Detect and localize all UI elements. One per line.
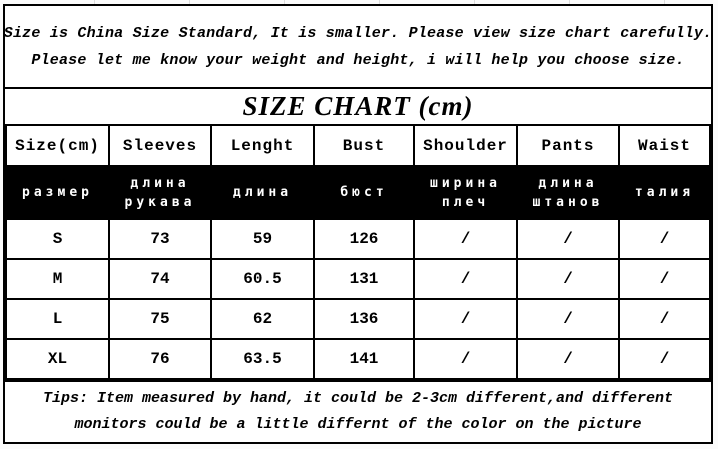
cell-pants: / — [516, 258, 620, 300]
cell-bust: 141 — [313, 338, 415, 380]
cell-sleeves: 75 — [108, 298, 212, 340]
col-header-size: Size(cm) — [5, 124, 110, 167]
cell-pants: / — [516, 218, 620, 260]
cell-length: 62 — [210, 298, 315, 340]
col-header-waist-ru: талия — [618, 165, 711, 220]
cell-shoulder: / — [413, 218, 518, 260]
cell-size: XL — [5, 338, 110, 380]
cell-waist: / — [618, 298, 711, 340]
col-header-waist: Waist — [618, 124, 711, 167]
cell-waist: / — [618, 218, 711, 260]
tips-line-1: Tips: Item measured by hand, it could be… — [42, 390, 674, 407]
cell-size: S — [5, 218, 110, 260]
size-chart-sheet: Size is China Size Standard, It is small… — [3, 4, 713, 444]
intro-line-1: Size is China Size Standard, It is small… — [3, 24, 713, 42]
cell-bust: 126 — [313, 218, 415, 260]
tips-line-2: monitors could be a little differnt of t… — [74, 416, 642, 433]
cell-waist: / — [618, 338, 711, 380]
col-header-sleeves: Sleeves — [108, 124, 212, 167]
cell-waist: / — [618, 258, 711, 300]
cell-sleeves: 76 — [108, 338, 212, 380]
cell-pants: / — [516, 298, 620, 340]
cell-length: 59 — [210, 218, 315, 260]
header-row-russian: размер длина рукава длина бюст ширина пл… — [5, 165, 711, 220]
spreadsheet-gridline-ticks — [0, 0, 718, 4]
col-header-bust-ru: бюст — [313, 165, 415, 220]
col-header-length-ru: длина — [210, 165, 315, 220]
cell-length: 60.5 — [210, 258, 315, 300]
size-row-xl: XL 76 63.5 141 / / / — [5, 338, 711, 380]
size-row-s: S 73 59 126 / / / — [5, 218, 711, 260]
cell-size: M — [5, 258, 110, 300]
cell-shoulder: / — [413, 298, 518, 340]
header-row-english: Size(cm) Sleeves Lenght Bust Shoulder Pa… — [5, 124, 711, 167]
size-row-m: M 74 60.5 131 / / / — [5, 258, 711, 300]
cell-shoulder: / — [413, 258, 518, 300]
col-header-sleeves-ru: длина рукава — [108, 165, 212, 220]
cell-shoulder: / — [516, 338, 620, 380]
col-header-length: Lenght — [210, 124, 315, 167]
cell-length: 63.5 — [210, 338, 315, 380]
chart-title: SIZE CHART (cm) — [5, 87, 711, 124]
col-header-bust: Bust — [313, 124, 415, 167]
cell-size: L — [5, 298, 110, 340]
col-header-pants: Pants — [516, 124, 620, 167]
cell-bust: 131 — [313, 258, 415, 300]
col-header-size-ru: размер — [5, 165, 110, 220]
cell-sleeves: 73 — [108, 218, 212, 260]
cell-pants: / — [413, 338, 518, 380]
tips-note: Tips: Item measured by hand, it could be… — [5, 380, 711, 442]
size-row-l: L 75 62 136 / / / — [5, 298, 711, 340]
size-table: Size(cm) Sleeves Lenght Bust Shoulder Pa… — [5, 124, 711, 380]
col-header-shoulder: Shoulder — [413, 124, 518, 167]
cell-sleeves: 74 — [108, 258, 212, 300]
col-header-pants-ru: длина штанов — [516, 165, 620, 220]
intro-note: Size is China Size Standard, It is small… — [3, 6, 713, 87]
cell-bust: 136 — [313, 298, 415, 340]
col-header-shoulder-ru: ширина плеч — [413, 165, 518, 220]
intro-line-2: Please let me know your weight and heigh… — [31, 51, 685, 69]
